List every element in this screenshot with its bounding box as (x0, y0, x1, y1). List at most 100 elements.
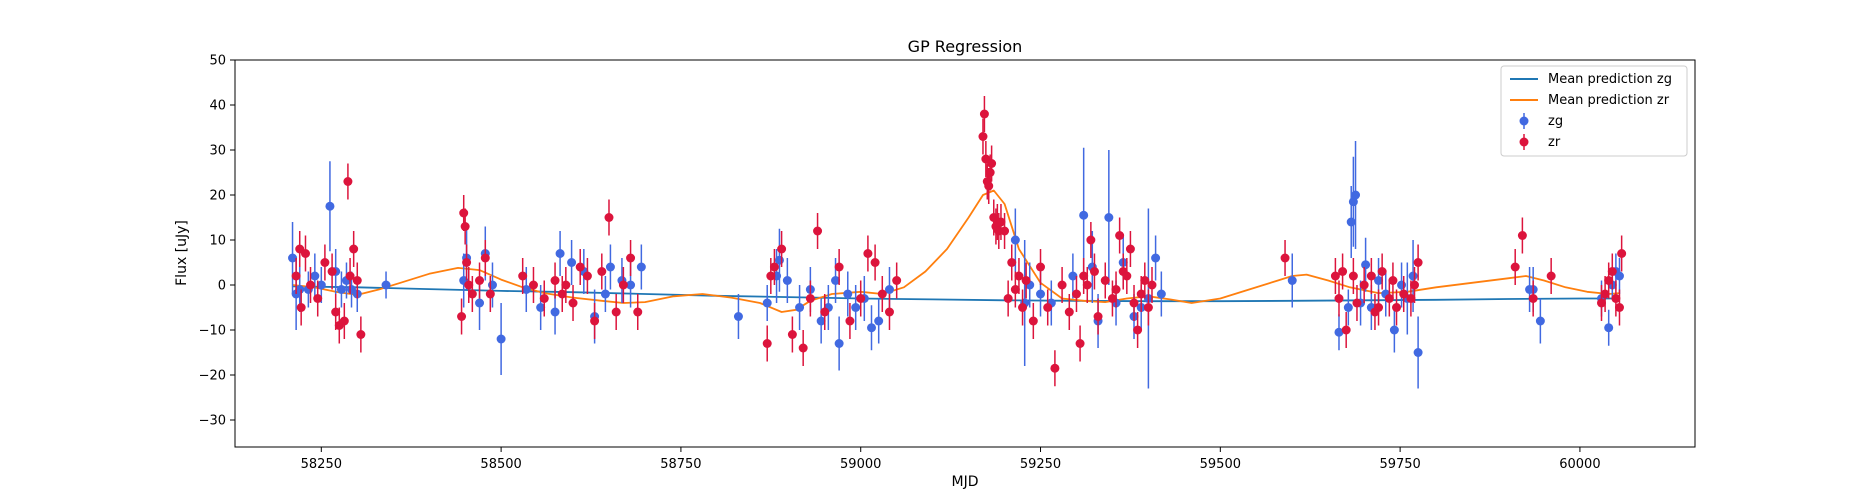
zr-data-point (1377, 253, 1387, 290)
zr-data-point (300, 235, 310, 272)
zg-data-point (487, 262, 497, 308)
zr-data-point (590, 303, 600, 339)
zg-data-point (1535, 298, 1545, 344)
zr-data-point (820, 294, 830, 330)
zr-data-point (834, 249, 844, 285)
zr-data-point (1510, 249, 1520, 285)
zr-data-point (604, 199, 614, 236)
zg-data-point (843, 271, 853, 317)
zr-data-point (475, 262, 485, 299)
legend-zr-line-label: Mean prediction zr (1548, 93, 1670, 108)
zr-data-point (1129, 285, 1139, 321)
zr-data-point (1352, 285, 1362, 321)
zg-data-point (536, 285, 546, 330)
zr-data-point (582, 258, 592, 294)
zr-data-point (1341, 312, 1351, 348)
zg-data-point (1343, 289, 1353, 326)
zg-data-point (733, 294, 743, 339)
x-tick-label: 59750 (1379, 457, 1420, 472)
zr-data-point (1410, 267, 1420, 303)
zr-data-point (327, 253, 337, 290)
zr-data-point (1064, 294, 1074, 330)
zr-data-point (1366, 258, 1376, 294)
y-tick-label: −10 (199, 324, 226, 339)
zr-data-point (1280, 240, 1290, 276)
zr-data-point (611, 294, 621, 330)
zg-data-point (874, 298, 884, 344)
zr-data-point (1007, 244, 1017, 281)
zg-data-point (851, 285, 861, 330)
zr-data-point (343, 163, 353, 200)
mean-prediction-zg-line (292, 285, 1616, 303)
zr-data-point (805, 280, 815, 317)
y-tick-label: 0 (218, 279, 226, 294)
zg-data-point (555, 231, 565, 276)
zr-data-point (884, 294, 894, 330)
zr-data-point (1028, 303, 1038, 339)
zr-data-point (575, 249, 585, 285)
zg-data-point (782, 258, 792, 303)
zr-data-point (1359, 267, 1369, 303)
zr-data-point (1614, 289, 1624, 326)
zr-data-point (349, 231, 359, 267)
zr-data-point (1115, 217, 1125, 254)
zg-data-point (1413, 316, 1423, 389)
zr-data-point (762, 325, 772, 362)
zg-data-point (1348, 156, 1358, 247)
zr-data-point (568, 285, 578, 321)
plot-frame (234, 59, 1696, 448)
y-tick-label: 20 (209, 189, 226, 204)
zr-data-point (1384, 280, 1394, 317)
zr-data-point (1143, 289, 1153, 326)
zg-data-point (1389, 307, 1399, 353)
zr-data-point (1388, 262, 1398, 299)
zr-data-point (457, 298, 467, 335)
zr-data-point (306, 267, 316, 303)
zr-data-point (1392, 289, 1402, 326)
zr-data-point (1018, 289, 1028, 326)
zr-data-point (1348, 258, 1358, 294)
zr-data-point (1604, 262, 1614, 299)
zr-data-point (1546, 258, 1556, 294)
zr-data-point (1093, 298, 1103, 335)
zg-data-point (1068, 253, 1078, 299)
x-tick-label: 60000 (1559, 457, 1600, 472)
legend-zg-line-label: Mean prediction zg (1548, 72, 1672, 87)
zr-data-point (1597, 285, 1607, 321)
zr-data-point (1140, 262, 1150, 299)
y-tick-label: 40 (209, 99, 226, 114)
zr-data-point (1021, 262, 1031, 299)
legend-zr-point-swatch (1519, 134, 1529, 150)
zg-data-point (1604, 309, 1614, 346)
zr-data-point (856, 280, 866, 317)
zr-data-point (1611, 280, 1621, 317)
zr-data-point (313, 280, 323, 317)
zr-data-point (1071, 276, 1081, 312)
zr-data-point (863, 235, 873, 272)
zg-data-point (1156, 271, 1166, 317)
zr-data-point (845, 303, 855, 339)
zg-data-point (567, 240, 577, 285)
zr-data-point (467, 276, 477, 312)
x-tick-label: 59250 (1020, 457, 1061, 472)
zr-data-point (356, 316, 366, 353)
plot-area (288, 96, 1627, 389)
zg-data-point (1334, 314, 1344, 351)
legend: Mean prediction zg Mean prediction zr zg… (1500, 65, 1688, 157)
zr-data-point (1413, 244, 1423, 281)
zr-data-point (1607, 253, 1617, 290)
zr-data-point (464, 267, 474, 303)
zg-data-point (1287, 253, 1297, 308)
observation-points (288, 96, 1627, 389)
zr-data-point (1122, 258, 1132, 294)
zr-data-point (987, 145, 997, 182)
zr-data-point (1100, 262, 1110, 299)
zr-data-point (996, 204, 1006, 240)
zg-data-point (1351, 141, 1361, 249)
y-tick-label: 10 (209, 234, 226, 249)
zr-data-point (480, 240, 490, 276)
zr-data-point (485, 276, 495, 312)
zr-data-point (539, 280, 549, 317)
zr-data-point (870, 244, 880, 281)
zr-data-point (1334, 280, 1344, 317)
